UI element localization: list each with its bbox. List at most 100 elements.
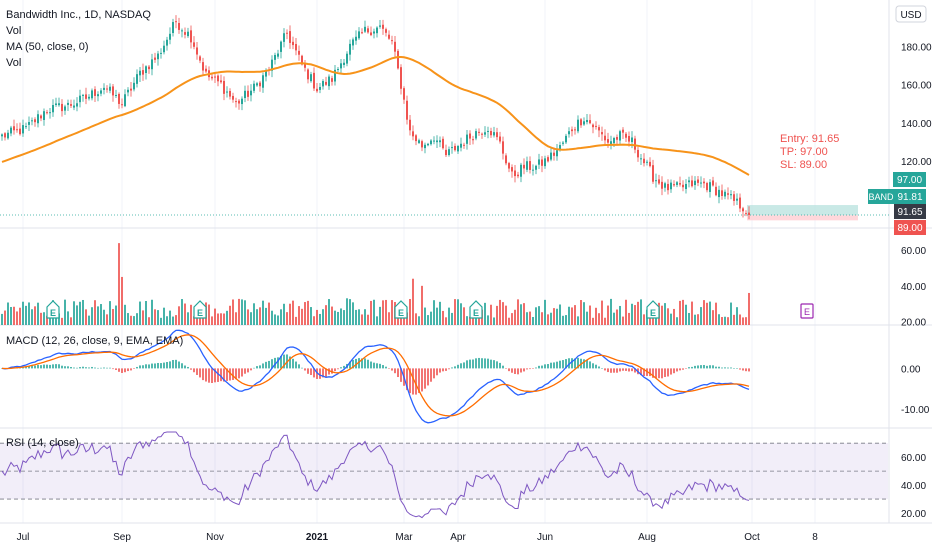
macd-histogram-bar: [205, 368, 207, 382]
candle: [139, 67, 141, 82]
candle: [748, 206, 750, 220]
x-tick-label: Mar: [395, 532, 413, 543]
macd-histogram-bar: [58, 364, 60, 369]
volume-bar: [391, 300, 393, 325]
macd-histogram-bar: [382, 365, 384, 369]
candle: [556, 144, 558, 161]
macd-histogram-bar: [109, 367, 111, 369]
macd-histogram-bar: [190, 368, 192, 370]
candle: [355, 30, 357, 45]
volume-bar: [103, 309, 105, 325]
volume-bar: [430, 311, 432, 325]
take-profit-zone[interactable]: [747, 205, 858, 216]
candle: [118, 92, 120, 109]
volume-bar: [574, 305, 576, 325]
volume-bar: [520, 304, 522, 325]
candle: [157, 50, 159, 66]
candle: [262, 72, 264, 93]
earnings-icon[interactable]: E: [646, 300, 660, 319]
macd-histogram-bar: [259, 365, 261, 369]
ma-label: MA (50, close, 0): [6, 41, 89, 53]
volume-y-tick-label: 60.00: [901, 246, 926, 257]
volume-y-tick-label: 20.00: [901, 317, 926, 328]
macd-histogram-bar: [106, 367, 108, 369]
volume-bar: [694, 314, 696, 325]
volume-bar: [583, 302, 585, 325]
volume-bar: [22, 301, 24, 325]
macd-histogram-bar: [154, 363, 156, 369]
macd-histogram-bar: [400, 368, 402, 382]
macd-histogram-bar: [733, 368, 735, 369]
macd-histogram-bar: [514, 368, 516, 375]
candle: [31, 117, 33, 126]
volume-bar: [682, 299, 684, 325]
earnings-icon[interactable]: E: [469, 300, 483, 319]
earnings-icon[interactable]: E: [193, 300, 207, 319]
volume-bar: [265, 307, 267, 325]
macd-histogram-bar: [313, 368, 315, 378]
macd-histogram-bar: [742, 368, 744, 371]
volume-bar: [10, 306, 12, 325]
volume-bar: [67, 311, 69, 325]
macd-histogram-bar: [145, 364, 147, 369]
candle: [688, 176, 690, 188]
macd-histogram-bar: [652, 368, 654, 378]
macd-histogram-bar: [376, 363, 378, 369]
candle: [46, 109, 48, 115]
macd-histogram-bar: [322, 368, 324, 378]
candle: [37, 110, 39, 128]
macd-histogram-bar: [85, 367, 87, 369]
candle: [709, 179, 711, 198]
vol-label: Vol: [6, 25, 21, 37]
macd-histogram-bar: [223, 368, 225, 382]
earnings-icon[interactable]: E: [46, 300, 60, 319]
earnings-future-icon[interactable]: E: [800, 303, 814, 319]
price-y-tick-label: 160.00: [901, 81, 932, 92]
volume-bar: [514, 309, 516, 325]
candle: [133, 77, 135, 92]
volume-bar: [274, 314, 276, 325]
macd-histogram-bar: [448, 368, 450, 370]
candle: [19, 122, 21, 136]
volume-bar: [235, 312, 237, 325]
earnings-icon[interactable]: E: [394, 300, 408, 319]
volume-bar: [31, 309, 33, 325]
candle: [40, 114, 42, 122]
volume-bar: [232, 299, 234, 325]
volume-bar: [376, 316, 378, 325]
volume-bar: [553, 308, 555, 325]
candle: [667, 179, 669, 195]
candle: [25, 122, 27, 129]
volume-bar: [328, 299, 330, 325]
volume-bar: [283, 303, 285, 325]
macd-histogram-bar: [691, 366, 693, 369]
candle: [412, 125, 414, 141]
trade-tp-text: TP: 97.00: [780, 146, 828, 158]
macd-histogram-bar: [214, 368, 216, 383]
currency-badge[interactable]: [895, 5, 927, 23]
trade-sl-text: SL: 89.00: [780, 159, 827, 171]
macd-histogram-bar: [283, 354, 285, 369]
candle: [220, 74, 222, 84]
volume-bar: [100, 304, 102, 325]
macd-histogram-bar: [55, 364, 57, 369]
macd-histogram-bar: [484, 358, 486, 369]
volume-bar: [301, 308, 303, 325]
candle: [94, 86, 96, 103]
candle: [487, 126, 489, 139]
volume-bar: [136, 313, 138, 325]
candle: [148, 64, 150, 74]
volume-bar: [448, 307, 450, 325]
volume-bar: [511, 313, 513, 325]
candle: [499, 131, 501, 144]
candle: [229, 88, 231, 100]
candle: [166, 36, 168, 51]
volume-bar: [727, 317, 729, 325]
macd-histogram-bar: [541, 365, 543, 369]
x-tick-label: Nov: [206, 532, 224, 543]
macd-histogram-bar: [694, 365, 696, 369]
stop-loss-zone[interactable]: [747, 215, 858, 221]
volume-bar: [316, 309, 318, 325]
volume-bar: [475, 316, 477, 325]
volume-bar: [640, 299, 642, 325]
